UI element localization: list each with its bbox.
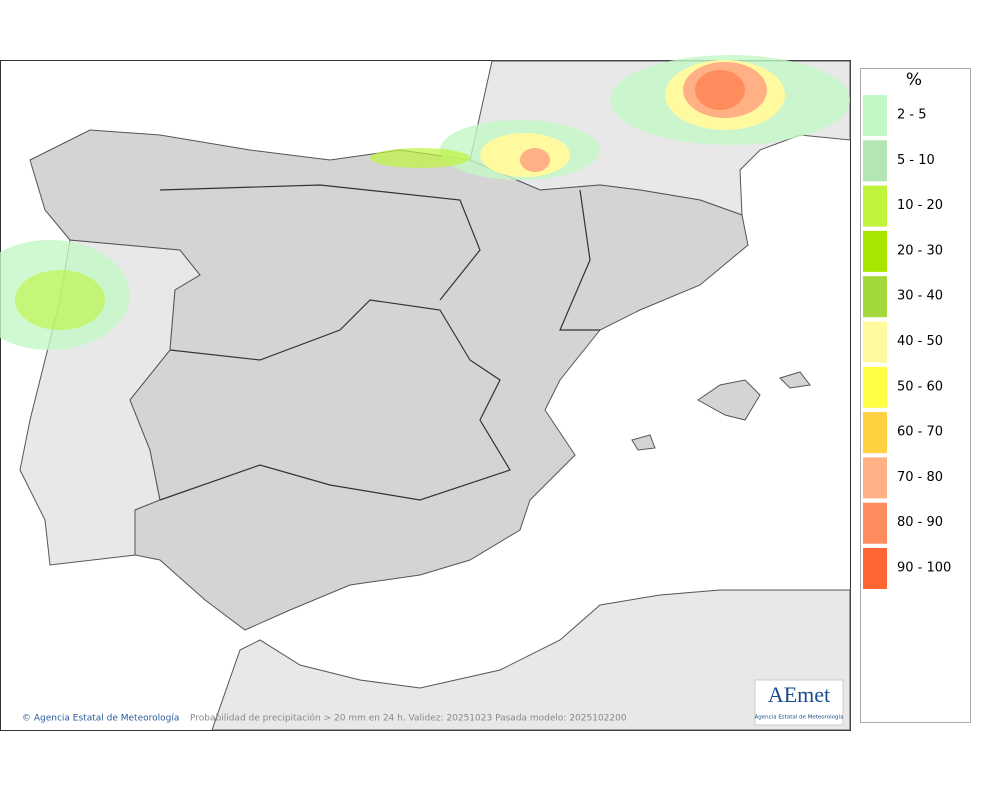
legend-label: 80 - 90: [897, 515, 943, 530]
precipitation-areas: [0, 55, 850, 350]
legend-label: 20 - 30: [897, 243, 943, 258]
legend-label: 5 - 10: [897, 153, 935, 168]
legend-title: %: [906, 70, 922, 90]
legend-swatch: [863, 95, 887, 136]
legend-swatch: [863, 548, 887, 589]
mallorca: [697, 379, 761, 421]
legend-label: 90 - 100: [897, 561, 951, 576]
legend-swatch: [863, 412, 887, 454]
credit: © Agencia Estatal de Meteorología: [22, 714, 179, 724]
legend-swatch: [863, 366, 887, 408]
ibiza: [631, 434, 656, 451]
legend-label: 70 - 80: [897, 470, 943, 485]
legend-swatch: [863, 185, 887, 227]
africa: [211, 589, 851, 731]
logo-name: AEmet: [768, 682, 830, 707]
logo-subtitle: Agencia Estatal de Meteorología: [755, 714, 844, 721]
legend: 2 - 5 5 - 10 10 - 20 20 - 30 30 - 40 40 - 50 5…: [863, 95, 951, 589]
regional-borders: [159, 184, 600, 501]
legend-label: 40 - 50: [897, 334, 943, 349]
legend-swatch: [863, 502, 887, 544]
legend-swatch: [863, 321, 887, 363]
menorca: [779, 371, 811, 389]
legend-swatch: [863, 230, 887, 272]
caption: Probabilidad de precipitación > 20 mm en…: [190, 713, 627, 724]
legend-swatch: [863, 276, 887, 318]
legend-label: 2 - 5: [897, 108, 927, 123]
legend-label: 30 - 40: [897, 289, 943, 304]
legend-swatch: [863, 457, 887, 499]
legend-label: 50 - 60: [897, 379, 943, 394]
legend-label: 60 - 70: [897, 425, 943, 440]
logo-box: [754, 679, 844, 726]
legend-label: 10 - 20: [897, 198, 943, 213]
legend-swatch: [863, 140, 887, 182]
